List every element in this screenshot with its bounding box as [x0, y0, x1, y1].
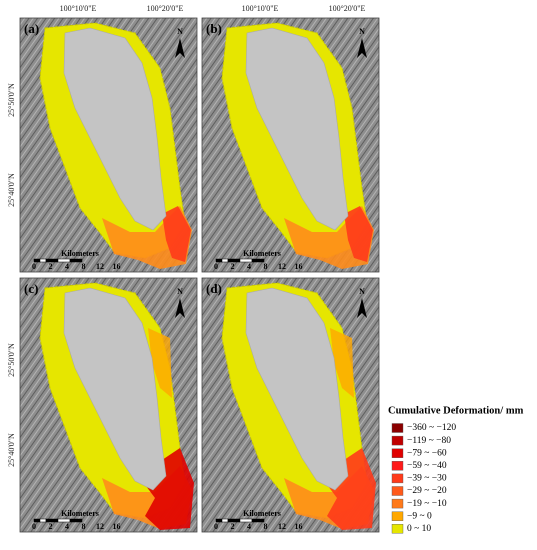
- panel-label: (a): [24, 21, 39, 36]
- longitude-label: 100°20'0"E: [329, 4, 366, 13]
- legend-swatch: [391, 498, 404, 509]
- legend-label: −29 ~ −20: [407, 486, 447, 496]
- map-panel: (d) N Kilometers 0 2 4 8 12 16: [201, 277, 380, 533]
- scale-tick: 8: [82, 522, 86, 531]
- legend-swatch: [391, 486, 404, 496]
- scale-tick: 16: [113, 522, 121, 531]
- scale-tick: 0: [32, 522, 36, 531]
- scale-segment: [221, 518, 229, 523]
- scale-tick: 12: [96, 522, 104, 531]
- lake: [63, 27, 167, 231]
- scale-tick: 0: [214, 522, 218, 531]
- scale-segment: [221, 258, 229, 263]
- scale-tick: 12: [278, 262, 286, 271]
- scale-tick: 4: [247, 522, 251, 531]
- legend-title: Cumulative Deformation/ mm: [388, 405, 524, 416]
- legend-swatch: [391, 473, 404, 484]
- deformation-east: [330, 328, 354, 398]
- legend-swatch: [391, 511, 404, 521]
- north-arrow: [175, 38, 185, 58]
- latitude-label: 25°40'0"N: [7, 173, 16, 207]
- map-panel: (a) N Kilometers 0 2 4 8 12 16: [19, 17, 198, 273]
- scale-tick: 4: [247, 262, 251, 271]
- scale-tick: 16: [295, 262, 303, 271]
- legend-swatch: [391, 524, 404, 534]
- scale-tick: 12: [96, 262, 104, 271]
- legend-swatch: [391, 448, 404, 458]
- lake: [245, 27, 349, 231]
- lake: [245, 287, 349, 491]
- scale-tick: 12: [278, 522, 286, 531]
- latitude-label: 25°40'0"N: [7, 433, 16, 467]
- panel-label: (b): [206, 21, 222, 36]
- legend-swatch: [391, 435, 404, 446]
- lake: [63, 287, 167, 491]
- deformation-red: [344, 206, 373, 262]
- legend-swatch: [391, 423, 404, 433]
- scale-title: Kilometers: [61, 249, 99, 258]
- latitude-label: 25°50'0"N: [7, 83, 16, 117]
- scale-segment: [39, 258, 47, 263]
- deformation-red: [162, 206, 191, 262]
- scale-tick: 2: [49, 262, 53, 271]
- longitude-label: 100°10'0"E: [242, 4, 279, 13]
- scale-tick: 2: [49, 522, 53, 531]
- scale-tick: 4: [65, 522, 69, 531]
- legend-swatch: [391, 461, 404, 471]
- north-arrow: [357, 38, 367, 58]
- scale-segment: [69, 258, 83, 263]
- map-panel: (c) N Kilometers 0 2 4 8 12 16: [19, 277, 198, 533]
- scale-tick: 4: [65, 262, 69, 271]
- north-label: N: [177, 27, 183, 36]
- scale-segment: [251, 518, 265, 523]
- map-panel: (b) N Kilometers 0 2 4 8 12 16: [201, 17, 380, 273]
- north-label: N: [359, 27, 365, 36]
- legend-label: −9 ~ 0: [407, 511, 432, 521]
- north-arrow: [175, 298, 185, 318]
- scale-tick: 8: [82, 262, 86, 271]
- scale-tick: 8: [264, 262, 268, 271]
- legend-label: −59 ~ −40: [407, 461, 447, 471]
- scale-segment: [39, 518, 47, 523]
- panel-label: (c): [24, 281, 38, 296]
- scale-tick: 8: [264, 522, 268, 531]
- scale-tick: 0: [214, 262, 218, 271]
- scale-tick: 2: [231, 522, 235, 531]
- north-label: N: [359, 287, 365, 296]
- scale-title: Kilometers: [243, 249, 281, 258]
- scale-tick: 16: [113, 262, 121, 271]
- latitude-label: 25°50'0"N: [7, 343, 16, 377]
- legend-label: −39 ~ −30: [407, 474, 447, 484]
- longitude-label: 100°10'0"E: [60, 4, 97, 13]
- scale-title: Kilometers: [243, 509, 281, 518]
- deformation-east: [148, 328, 172, 398]
- legend-label: −360 ~ −120: [407, 423, 456, 433]
- legend-label: −119 ~ −80: [407, 436, 451, 446]
- north-arrow: [357, 298, 367, 318]
- legend-label: 0 ~ 10: [407, 524, 431, 534]
- scale-tick: 0: [32, 262, 36, 271]
- scale-tick: 2: [231, 262, 235, 271]
- scale-title: Kilometers: [61, 509, 99, 518]
- panel-label: (d): [206, 281, 222, 296]
- north-label: N: [177, 287, 183, 296]
- scale-segment: [69, 518, 83, 523]
- legend-label: −79 ~ −60: [407, 448, 447, 458]
- scale-segment: [251, 258, 265, 263]
- longitude-label: 100°20'0"E: [147, 4, 184, 13]
- scale-tick: 16: [295, 522, 303, 531]
- legend-label: −19 ~ −10: [407, 499, 447, 509]
